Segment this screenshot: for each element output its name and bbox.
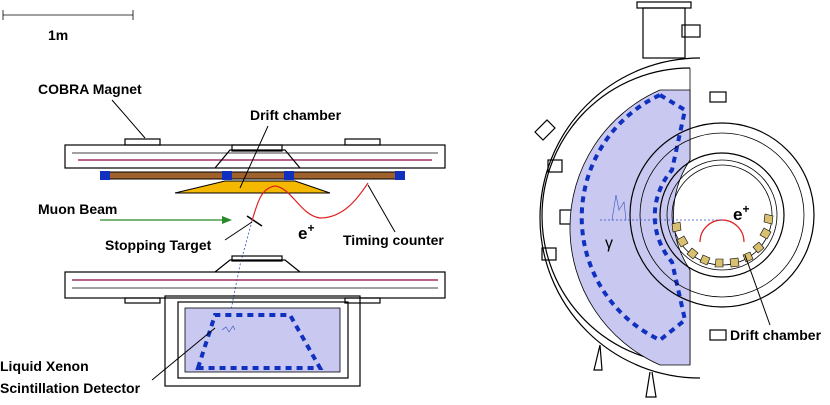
leader-line xyxy=(239,125,269,189)
label: e xyxy=(298,224,307,243)
label: Drift chamber xyxy=(250,107,342,123)
leader-line xyxy=(111,99,146,139)
label: Liquid Xenon xyxy=(0,358,89,374)
leader-line xyxy=(367,184,396,233)
label: Stopping Target xyxy=(105,237,212,253)
label: COBRA Magnet xyxy=(38,81,142,97)
leader-line xyxy=(744,254,771,326)
timing-counter-bar xyxy=(101,171,403,180)
label: Muon Beam xyxy=(38,201,117,217)
label: + xyxy=(742,202,749,216)
label: e xyxy=(733,205,742,224)
timing-counter-end xyxy=(284,171,294,180)
timing-counter-end xyxy=(222,171,232,180)
end-view xyxy=(534,1,815,398)
label: Drift chamber xyxy=(730,327,822,343)
label: e+ xyxy=(298,221,314,243)
scale-label: 1m xyxy=(48,27,68,43)
muon-beam-arrow xyxy=(100,216,232,224)
drift-chamber xyxy=(174,180,331,194)
label: + xyxy=(307,221,314,235)
label: γ xyxy=(605,235,613,252)
label: Timing counter xyxy=(343,232,444,248)
magnet-top xyxy=(64,138,446,169)
timing-counter-end xyxy=(100,171,110,180)
lxe-detector xyxy=(164,295,361,387)
magnet-bottom xyxy=(64,255,446,304)
timing-counter-end xyxy=(395,171,405,180)
positron-track xyxy=(251,182,369,222)
scale-bar xyxy=(2,10,134,20)
stopping-target xyxy=(246,215,263,227)
label: e+ xyxy=(733,202,749,224)
leader-line xyxy=(151,327,216,381)
label: Scintillation Detector xyxy=(0,380,141,396)
leader-line xyxy=(224,221,253,241)
